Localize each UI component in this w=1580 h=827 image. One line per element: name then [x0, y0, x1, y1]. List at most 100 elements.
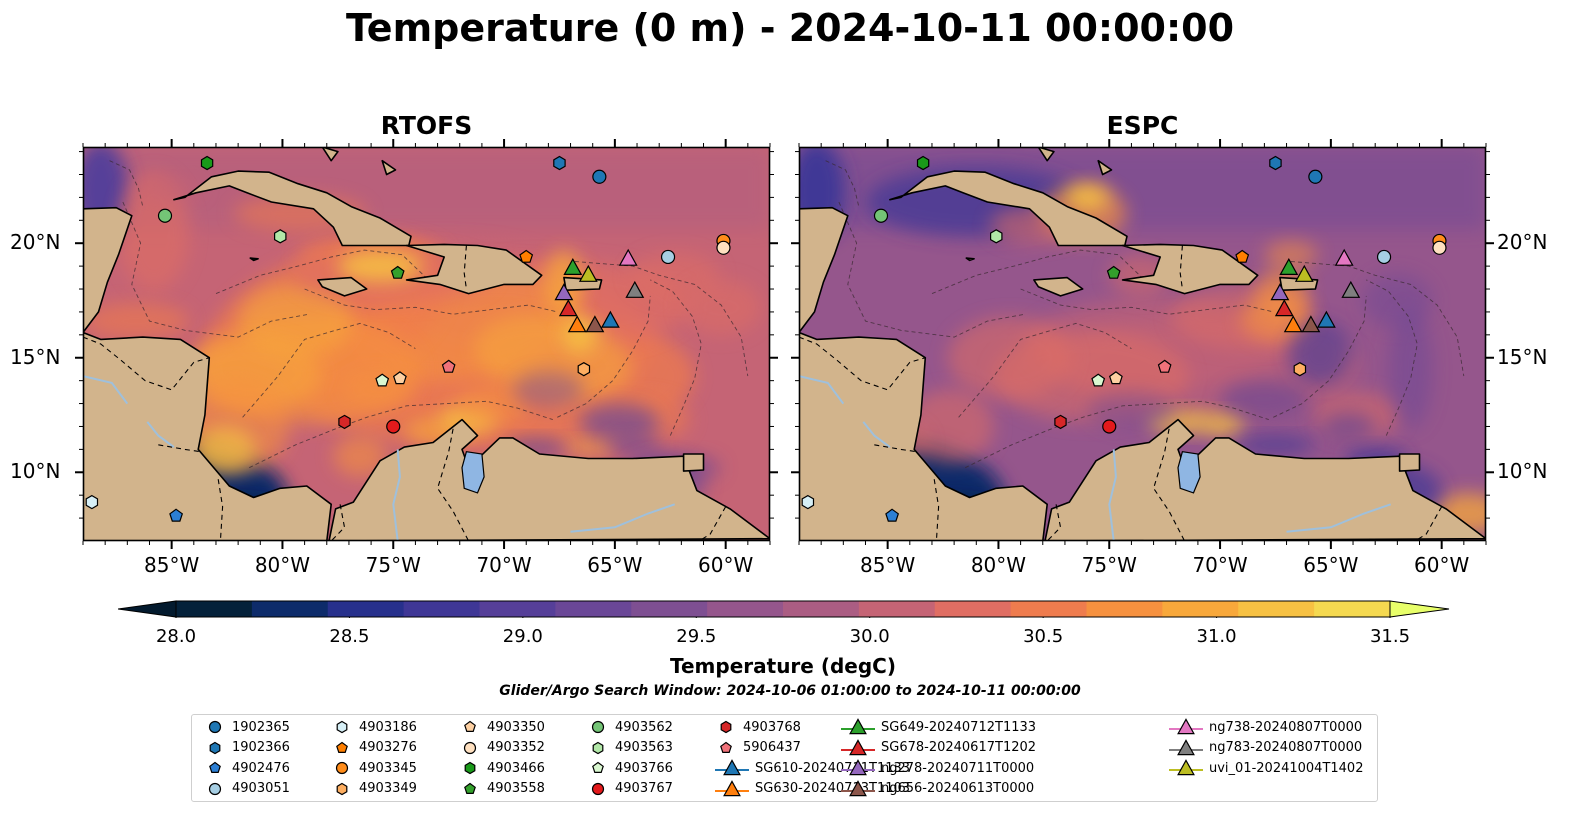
marker-4903350[interactable]: [1108, 371, 1123, 385]
marker-4903350[interactable]: [392, 371, 407, 385]
marker-1902366[interactable]: [553, 155, 566, 171]
marker-4903349[interactable]: [1293, 362, 1307, 377]
marker-4903768[interactable]: [1054, 414, 1067, 430]
marker-4903563[interactable]: [274, 229, 287, 244]
marker-sg630-20240713t1103[interactable]: [567, 315, 587, 333]
river: [570, 503, 676, 533]
country-border: [330, 504, 346, 541]
temperature-field-patch: [563, 439, 618, 456]
marker-ng738-20240807t0000[interactable]: [618, 248, 638, 266]
marker-ng783-20240807t0000[interactable]: [625, 280, 645, 298]
colorbar-tick-label: 30.5: [1023, 626, 1064, 647]
country-border: [463, 245, 467, 290]
marker-4903562[interactable]: [157, 208, 173, 223]
temperature-field-patch: [579, 403, 660, 441]
marker-4903349[interactable]: [577, 362, 591, 377]
legend-item-sg610-20240711t1133: SG610-20240711T1133: [715, 758, 910, 778]
pentagon-icon: [209, 761, 221, 773]
legend-label: ng278-20240711T0000: [881, 760, 1035, 776]
marker-4902476[interactable]: [885, 508, 900, 522]
marker-4903766[interactable]: [375, 373, 390, 387]
pentagon-icon: [336, 741, 348, 753]
legend-label: SG630-20240713T1103: [755, 781, 911, 796]
marker-4903186[interactable]: [85, 494, 99, 510]
marker-4903768[interactable]: [338, 414, 351, 430]
marker-4903563[interactable]: [990, 229, 1003, 244]
country-border: [83, 336, 210, 391]
marker-5906437[interactable]: [441, 359, 456, 373]
colorbar-segment: [707, 601, 784, 617]
lake-maracaibo: [461, 451, 485, 494]
colorbar-tick-label: 31.5: [1369, 626, 1411, 647]
legend-item-4902476: 4902476: [204, 758, 290, 778]
river: [146, 421, 175, 448]
marker-4903276[interactable]: [1235, 249, 1250, 263]
river: [862, 421, 891, 448]
bathymetry-contour: [304, 288, 558, 315]
bathymetry-contour: [109, 160, 144, 207]
colorbar-segment: [176, 601, 253, 617]
legend-label: 4903186: [359, 719, 417, 735]
legend-item-sg649-20240712t1133: SG649-20240712T1133: [841, 717, 1036, 737]
marker-1902365[interactable]: [1308, 169, 1323, 184]
temperature-field-patch: [140, 176, 203, 200]
marker-4903558[interactable]: [1106, 265, 1121, 279]
marker-4903558[interactable]: [390, 265, 405, 279]
land-hispaniola: [405, 243, 543, 295]
map-panel-espc[interactable]: [791, 139, 1494, 549]
marker-uvi_01-20241004t1402[interactable]: [578, 264, 598, 282]
triangle-icon: [841, 779, 875, 796]
marker-uvi_01-20241004t1402[interactable]: [1294, 264, 1314, 282]
marker-4903466[interactable]: [200, 155, 214, 171]
marker-sg649-20240712t1133[interactable]: [563, 257, 583, 276]
marker-1902366[interactable]: [1269, 155, 1282, 171]
marker-ng738-20240807t0000[interactable]: [1334, 248, 1354, 266]
legend-item-4903558: 4903558: [459, 779, 545, 799]
marker-1902365[interactable]: [592, 169, 607, 184]
marker-4902476[interactable]: [169, 508, 184, 522]
temperature-field-patch: [1264, 240, 1318, 269]
marker-4903562[interactable]: [873, 208, 889, 223]
map-panel-rtofs[interactable]: [75, 139, 778, 549]
marker-4903766[interactable]: [1091, 373, 1106, 387]
land-south-america: [328, 418, 770, 541]
marker-4903276[interactable]: [519, 249, 534, 263]
marker-5906437[interactable]: [1157, 359, 1172, 373]
marker-ng278-20240711t0000[interactable]: [554, 283, 574, 301]
marker-ng656-20240613t0000[interactable]: [1301, 315, 1321, 333]
legend: 1902365 1902366 4902476 4903051 4903186 49032…: [191, 714, 1378, 802]
marker-4903767[interactable]: [386, 419, 401, 434]
country-border: [1414, 506, 1443, 541]
legend-label: 4903276: [359, 740, 417, 755]
figure-title: Temperature (0 m) - 2024-10-11 00:00:00: [345, 6, 1235, 50]
marker-ng278-20240711t0000[interactable]: [1270, 283, 1290, 301]
marker-sg678-20240617t1202[interactable]: [558, 299, 578, 317]
marker-4903051[interactable]: [660, 249, 676, 265]
marker-ng783-20240807t0000[interactable]: [1341, 280, 1361, 298]
marker-sg630-20240713t1103[interactable]: [1283, 315, 1303, 333]
marker-4903051[interactable]: [1376, 249, 1392, 265]
legend-label: 4903466: [487, 760, 545, 776]
temperature-field-patch: [1087, 392, 1176, 429]
marker-4903466[interactable]: [916, 155, 930, 171]
marker-sg678-20240617t1202[interactable]: [1274, 299, 1294, 317]
marker-sg610-20240711t1133[interactable]: [600, 310, 620, 328]
legend-label: uvi_01-20241004T1402: [1209, 760, 1364, 776]
lon-tick-label: 65°W: [1303, 553, 1359, 577]
marker-4903352[interactable]: [716, 240, 731, 255]
marker-sg649-20240712t1133[interactable]: [1279, 257, 1299, 276]
pentagon-icon: [720, 741, 732, 753]
marker-4903352[interactable]: [1432, 240, 1447, 255]
marker-ng656-20240613t0000[interactable]: [585, 315, 605, 333]
marker-sg610-20240711t1133[interactable]: [1316, 310, 1336, 328]
triangle-icon: [841, 718, 875, 735]
temperature-field-patch: [947, 316, 1072, 399]
hexagon-icon: [720, 720, 732, 734]
colorbar-segment: [934, 601, 1012, 617]
marker-4903186[interactable]: [801, 494, 815, 510]
bathymetry-contour: [574, 261, 749, 377]
land-bahamas-b: [1097, 159, 1113, 176]
marker-4903767[interactable]: [1102, 419, 1117, 434]
lake-maracaibo: [1177, 451, 1201, 494]
legend-label: SG649-20240712T1133: [881, 719, 1037, 735]
